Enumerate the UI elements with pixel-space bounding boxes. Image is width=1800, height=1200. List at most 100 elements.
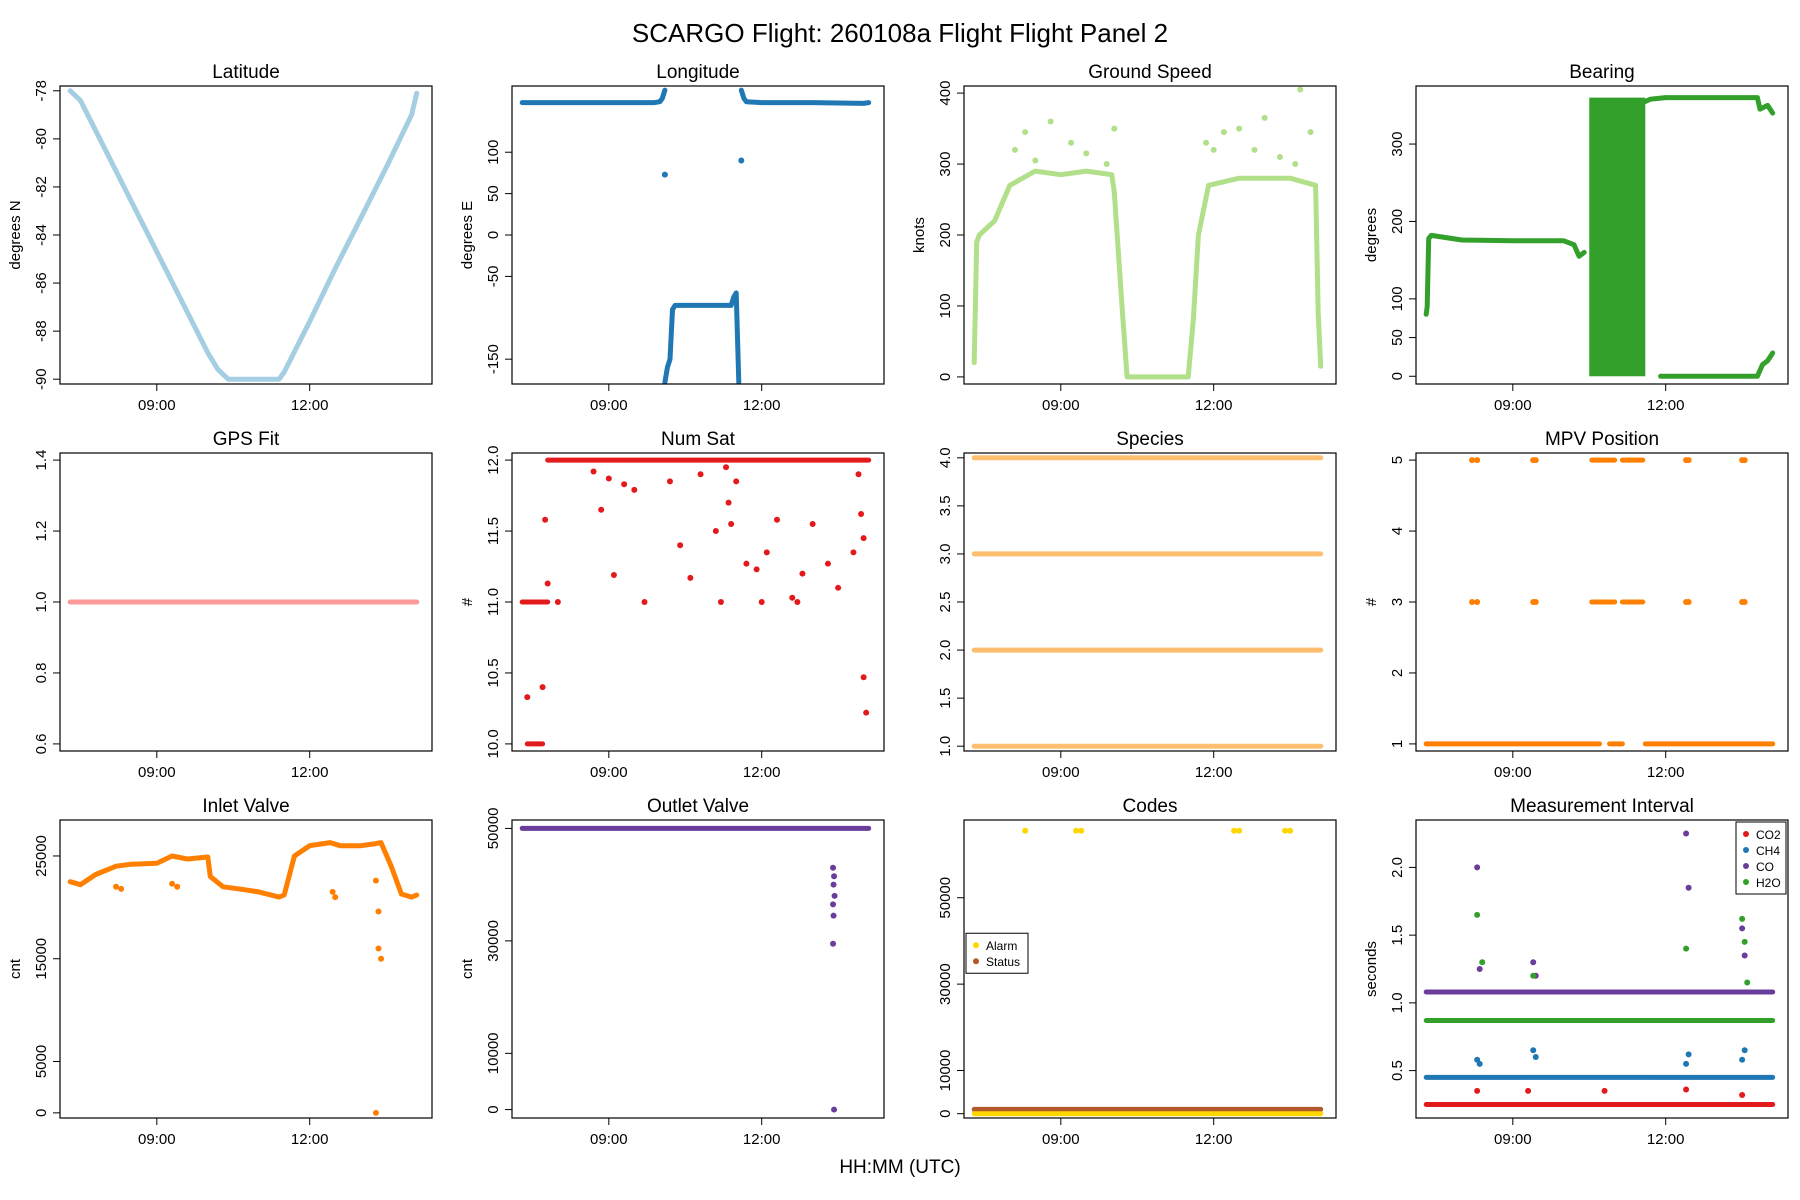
- legend-swatch: [1743, 831, 1749, 837]
- x-tick-label: 12:00: [1195, 1131, 1233, 1148]
- point-sat-pts: [697, 471, 704, 478]
- y-tick-label: 3.5: [937, 495, 954, 516]
- plot-frame: [511, 85, 885, 385]
- point-sat-pts: [794, 599, 801, 605]
- legend-swatch: [1743, 847, 1749, 853]
- x-tick-label: 09:00: [1494, 1131, 1532, 1148]
- x-tick-label: 09:00: [590, 764, 628, 781]
- point-sat-pts: [717, 599, 724, 605]
- panel-title: Inlet Valve: [202, 796, 289, 817]
- x-tick-label: 09:00: [1042, 1131, 1080, 1148]
- y-tick-label: 50: [485, 185, 502, 202]
- x-tick-label: 09:00: [1494, 764, 1532, 781]
- point-Alarm-high: [1282, 827, 1289, 834]
- point-sat-pts: [687, 574, 694, 581]
- point-inlet-pts: [169, 880, 176, 887]
- y-tick-label: 5000: [33, 1045, 50, 1078]
- legend-label: H2O: [1756, 876, 1781, 890]
- legend-swatch: [973, 958, 979, 965]
- point-sat-pts: [524, 694, 531, 701]
- point-sat-pts: [728, 520, 735, 527]
- x-tick-label: 12:00: [1195, 764, 1233, 781]
- point-CO-pts: [1741, 952, 1748, 959]
- point-CO-pts: [1739, 925, 1746, 932]
- point-Alarm-high: [1073, 827, 1080, 834]
- point-CH4-pts: [1741, 1047, 1748, 1054]
- y-tick-label: 10.0: [485, 729, 502, 758]
- x-tick-label: 09:00: [138, 397, 176, 414]
- y-tick-label: 1.2: [33, 521, 50, 542]
- figure-title: SCARGO Flight: 260108a Flight Flight Pan…: [631, 18, 1169, 48]
- y-axis-label: #: [1363, 597, 1380, 606]
- legend-swatch: [1743, 863, 1749, 869]
- point-mpv-pts: [1474, 457, 1481, 464]
- x-tick-label: 09:00: [138, 764, 176, 781]
- point-outlet-pts: [831, 873, 838, 880]
- y-tick-label: 2.0: [937, 640, 954, 661]
- point-sat-pts: [631, 486, 638, 493]
- y-tick-label: 30000: [937, 963, 954, 1005]
- x-tick-label: 12:00: [1647, 1131, 1685, 1148]
- point-CO2-pts: [1683, 1086, 1690, 1093]
- panel-bearing: Bearing 09:00 12:00 0 50 100 200 300 degrees: [1363, 62, 1789, 414]
- point-outlet-pts: [831, 892, 838, 899]
- plot-frame: [511, 452, 885, 752]
- point-sat-pts: [621, 481, 628, 488]
- y-tick-label: -78: [33, 80, 50, 102]
- point-sat-pts: [855, 471, 862, 478]
- x-tick-label: 09:00: [138, 1131, 176, 1148]
- panel-latitude: Latitude 09:00 12:00 -90 -88 -86 -84 -82 -80 -78 d…: [7, 62, 433, 414]
- point-inlet-pts: [372, 877, 379, 884]
- y-tick-label: 12.0: [485, 445, 502, 474]
- point-CH4-pts: [1739, 1056, 1746, 1063]
- point-sat-pts: [544, 580, 551, 587]
- y-axis-label: seconds: [1363, 941, 1380, 997]
- point-CO2-pts: [1474, 1087, 1481, 1094]
- point-sat-pts: [773, 516, 780, 523]
- y-tick-label: 100: [1389, 286, 1406, 311]
- point-H2O-pts: [1683, 945, 1690, 952]
- y-tick-label: 100: [485, 140, 502, 165]
- plot-area: [971, 455, 1324, 749]
- y-tick-label: 0: [937, 373, 954, 381]
- point-spd-pts: [1068, 139, 1075, 146]
- plot-area: [67, 88, 420, 382]
- point-inlet-pts: [372, 1109, 379, 1116]
- point-inlet-pts: [375, 945, 382, 952]
- point-outlet-pts: [830, 912, 837, 919]
- y-axis-label: degrees E: [459, 201, 476, 269]
- plot-area: [519, 457, 872, 747]
- point-inlet-pts: [118, 885, 125, 892]
- point-spd-pts: [1083, 150, 1090, 157]
- point-spd-pts: [1261, 114, 1268, 121]
- point-outlet-pts: [830, 881, 837, 888]
- point-sat-pts: [733, 478, 740, 485]
- y-tick-label: 2.0: [1389, 857, 1406, 878]
- panel-title: Codes: [1123, 796, 1178, 817]
- panel-measurement-interval: Measurement Interval 09:00 12:00 0.5 1.0 1.5 2…: [1363, 796, 1789, 1148]
- point-mpv-pts: [1469, 457, 1476, 464]
- x-tick-label: 12:00: [743, 1131, 781, 1148]
- point-sat-pts: [858, 511, 865, 518]
- point-sat-pts: [789, 594, 796, 601]
- y-tick-label: 2: [1389, 669, 1406, 677]
- y-tick-label: 50000: [485, 808, 502, 850]
- y-tick-label: 0: [33, 1109, 50, 1117]
- y-tick-label: 10000: [937, 1050, 954, 1092]
- y-tick-label: 3.0: [937, 544, 954, 565]
- point-mpv-pts: [1474, 599, 1481, 605]
- point-sat-pts: [809, 520, 816, 527]
- legend-swatch: [1743, 879, 1749, 885]
- x-tick-label: 12:00: [1195, 397, 1233, 414]
- y-tick-label: 1: [1389, 740, 1406, 748]
- panel-mpv-position: MPV Position 09:00 12:00 1 2 3 4 5 #: [1363, 429, 1789, 781]
- legend-swatch: [973, 942, 979, 949]
- y-tick-label: 1.0: [33, 592, 50, 613]
- point-Alarm-high: [1236, 827, 1243, 834]
- series-lon-a: [519, 87, 668, 106]
- legend-label: Alarm: [986, 939, 1017, 953]
- point-spd-pts: [1220, 129, 1227, 136]
- y-tick-label: 10000: [485, 1032, 502, 1074]
- y-tick-label: 5: [1389, 456, 1406, 464]
- y-tick-label: 0: [1389, 372, 1406, 380]
